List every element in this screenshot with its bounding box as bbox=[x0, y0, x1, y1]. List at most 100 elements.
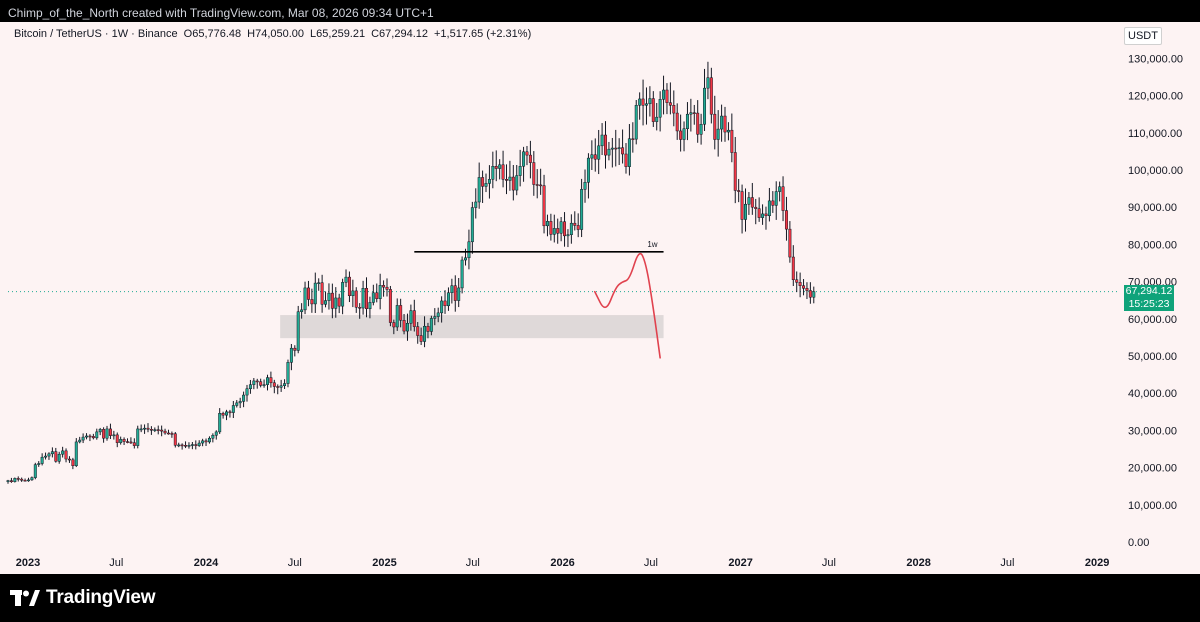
candle bbox=[494, 150, 498, 182]
candle-body bbox=[426, 325, 430, 332]
candle-body bbox=[692, 112, 696, 114]
candle-body bbox=[126, 441, 129, 443]
candle bbox=[358, 303, 362, 319]
candle-body bbox=[204, 440, 208, 443]
candle bbox=[289, 343, 293, 371]
candle bbox=[129, 437, 133, 444]
candle bbox=[788, 221, 792, 263]
candle bbox=[634, 100, 638, 145]
symbol-name[interactable]: Bitcoin / TetherUS · 1W · Binance bbox=[14, 28, 178, 40]
candle bbox=[88, 434, 92, 442]
candle-body bbox=[136, 428, 140, 446]
candle-body bbox=[266, 377, 269, 385]
candle bbox=[484, 173, 488, 193]
candle bbox=[580, 178, 584, 238]
candle-body bbox=[143, 427, 147, 430]
candle bbox=[440, 296, 444, 323]
candle-body bbox=[242, 394, 246, 402]
candle-body bbox=[187, 445, 191, 447]
candle-body bbox=[313, 282, 317, 305]
candle bbox=[341, 278, 345, 315]
candle-body bbox=[201, 440, 205, 444]
candle-body bbox=[481, 177, 485, 187]
candle-body bbox=[33, 464, 37, 478]
last-price-value: 67,294.12 bbox=[1125, 285, 1173, 297]
price-chart[interactable]: 1w 0.00 10,000.00 20,000.00 30,000.00 40,000… bbox=[0, 22, 1200, 574]
candle-body bbox=[590, 154, 594, 159]
candle-body bbox=[283, 383, 287, 387]
candle-body bbox=[726, 129, 730, 133]
candle bbox=[166, 429, 170, 435]
open-value: O65,776.48 bbox=[183, 28, 242, 40]
candle bbox=[600, 123, 604, 156]
candle bbox=[245, 384, 249, 402]
candle bbox=[658, 91, 662, 132]
candle-body bbox=[228, 411, 232, 414]
candle-body bbox=[689, 112, 693, 115]
time-tick-label: Jul bbox=[466, 557, 480, 569]
candle bbox=[334, 287, 338, 318]
candle-body bbox=[272, 382, 276, 387]
candle-body bbox=[388, 289, 392, 323]
candle bbox=[552, 214, 556, 243]
price-tick-label: 80,000.00 bbox=[1128, 239, 1177, 251]
candle-body bbox=[395, 305, 399, 328]
change-value: +1,517.65 (+2.31%) bbox=[434, 28, 532, 40]
time-tick-label: 2027 bbox=[728, 557, 752, 569]
candle bbox=[255, 378, 259, 389]
candle bbox=[327, 283, 331, 310]
candle bbox=[545, 214, 549, 237]
tradingview-logo[interactable]: TradingView bbox=[10, 587, 156, 608]
candle-body bbox=[566, 234, 570, 237]
candle-body bbox=[542, 185, 546, 227]
candle-body bbox=[733, 152, 737, 191]
candle bbox=[563, 212, 567, 247]
candle bbox=[737, 178, 741, 203]
candle-body bbox=[6, 480, 10, 482]
currency-selector[interactable]: USDT bbox=[1124, 27, 1162, 45]
candle-body bbox=[429, 318, 433, 332]
candle bbox=[235, 400, 239, 408]
candle bbox=[378, 273, 382, 310]
candle bbox=[419, 327, 423, 346]
chart-pane[interactable]: 1w 0.00 10,000.00 20,000.00 30,000.00 40,000… bbox=[0, 22, 1200, 574]
close-value: C67,294.12 bbox=[371, 28, 428, 40]
candle-body bbox=[624, 153, 628, 167]
candle bbox=[566, 229, 570, 248]
candle-body bbox=[231, 405, 235, 413]
demand-zone-layer bbox=[280, 315, 664, 339]
candle-body bbox=[20, 478, 24, 481]
candle-body bbox=[453, 285, 457, 301]
symbol-legend[interactable]: Bitcoin / TetherUS · 1W · Binance O65,776… bbox=[14, 28, 537, 40]
candle bbox=[665, 83, 669, 115]
candle-body bbox=[95, 431, 99, 439]
candle-body bbox=[423, 325, 427, 342]
price-tick-label: 30,000.00 bbox=[1128, 425, 1177, 437]
candle bbox=[252, 378, 256, 390]
candle bbox=[696, 100, 700, 143]
candle bbox=[805, 282, 809, 300]
candle bbox=[778, 181, 782, 202]
candle bbox=[508, 160, 512, 191]
candle bbox=[604, 121, 607, 169]
candle-body bbox=[685, 113, 689, 129]
candle bbox=[6, 479, 10, 484]
candle-body bbox=[774, 191, 778, 206]
candle bbox=[399, 298, 403, 328]
price-tick-label: 50,000.00 bbox=[1128, 351, 1177, 363]
candle bbox=[747, 192, 751, 215]
candle bbox=[556, 218, 560, 244]
candle-body bbox=[170, 433, 174, 435]
candle-body bbox=[173, 433, 177, 446]
candle-body bbox=[327, 292, 331, 301]
candle-body bbox=[61, 450, 65, 455]
candle bbox=[795, 271, 799, 293]
demand-zone bbox=[280, 315, 664, 339]
candle-body bbox=[552, 228, 556, 235]
candle bbox=[146, 423, 150, 433]
candle-body bbox=[16, 478, 20, 480]
candle bbox=[446, 287, 450, 311]
candle bbox=[300, 303, 304, 319]
candle-body bbox=[23, 479, 27, 482]
candle bbox=[382, 280, 386, 297]
